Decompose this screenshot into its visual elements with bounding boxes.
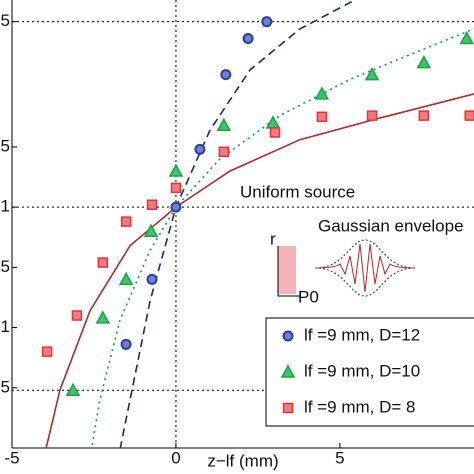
point: [418, 110, 430, 121]
uniform-profile: [278, 246, 296, 294]
point: [97, 257, 109, 268]
point: [218, 146, 230, 157]
envelope: [314, 239, 416, 297]
y-tick-label: 5: [1, 257, 10, 276]
point: [269, 127, 281, 138]
point: [170, 201, 182, 213]
point: [143, 223, 159, 237]
y-tick-label: 5: [1, 11, 10, 30]
point: [146, 199, 158, 210]
point: [316, 111, 328, 123]
point: [170, 182, 182, 194]
point: [168, 163, 184, 177]
point: [416, 55, 432, 69]
point: [464, 110, 474, 121]
point: [216, 117, 232, 131]
point: [41, 346, 53, 357]
point: [65, 382, 81, 396]
fit-curve: [90, 28, 474, 448]
y-tick-label: 1: [1, 317, 10, 336]
annotation: P0: [298, 287, 319, 306]
point: [220, 69, 232, 81]
point: [242, 33, 254, 45]
point: [120, 338, 132, 350]
point: [459, 30, 474, 45]
y-tick-label: 1: [1, 197, 10, 216]
legend: [265, 317, 474, 427]
annotation: r: [270, 229, 276, 248]
x-tick-label: 0: [171, 448, 180, 467]
point: [120, 216, 132, 227]
point: [194, 143, 206, 155]
point: [146, 273, 158, 285]
fit-curve: [119, 0, 356, 448]
point: [364, 67, 380, 81]
y-tick-label: 5: [1, 377, 10, 396]
wavelet: [314, 243, 416, 293]
point: [314, 86, 330, 100]
legend-label: lf =9 mm, D=10: [304, 361, 420, 380]
x-tick-label: -5: [4, 448, 19, 467]
inset: r P0 Gaussian envelope: [270, 216, 464, 306]
point: [282, 402, 294, 414]
point: [261, 16, 273, 28]
annotation: Gaussian envelope: [318, 216, 464, 235]
point: [280, 364, 296, 378]
legend-label: lf =9 mm, D= 8: [304, 397, 415, 416]
legend-label: lf =9 mm, D=12: [304, 325, 420, 344]
x-axis-label: z−lf (mm): [207, 451, 278, 470]
point: [366, 110, 378, 121]
point: [265, 115, 281, 129]
annotation: Uniform source: [240, 182, 355, 201]
point: [118, 271, 134, 286]
x-tick-label: 5: [335, 448, 344, 467]
point: [95, 310, 111, 324]
point: [282, 330, 294, 342]
y-tick-label: 5: [1, 136, 10, 155]
point: [71, 310, 83, 321]
